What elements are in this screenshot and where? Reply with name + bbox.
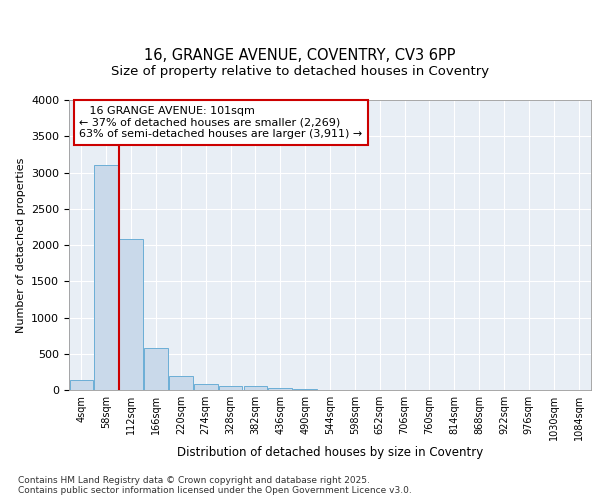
Bar [70,380,93,390]
Bar [244,386,267,390]
Text: 16, GRANGE AVENUE, COVENTRY, CV3 6PP: 16, GRANGE AVENUE, COVENTRY, CV3 6PP [144,48,456,62]
Text: Size of property relative to detached houses in Coventry: Size of property relative to detached ho… [111,64,489,78]
Bar [119,239,143,390]
Bar [144,348,168,390]
Bar [219,386,242,390]
Bar [94,166,118,390]
Bar [169,376,193,390]
Y-axis label: Number of detached properties: Number of detached properties [16,158,26,332]
X-axis label: Distribution of detached houses by size in Coventry: Distribution of detached houses by size … [177,446,483,458]
Bar [268,388,292,390]
Text: 16 GRANGE AVENUE: 101sqm
← 37% of detached houses are smaller (2,269)
63% of sem: 16 GRANGE AVENUE: 101sqm ← 37% of detach… [79,106,362,139]
Text: Contains HM Land Registry data © Crown copyright and database right 2025.
Contai: Contains HM Land Registry data © Crown c… [18,476,412,495]
Bar [194,384,218,390]
